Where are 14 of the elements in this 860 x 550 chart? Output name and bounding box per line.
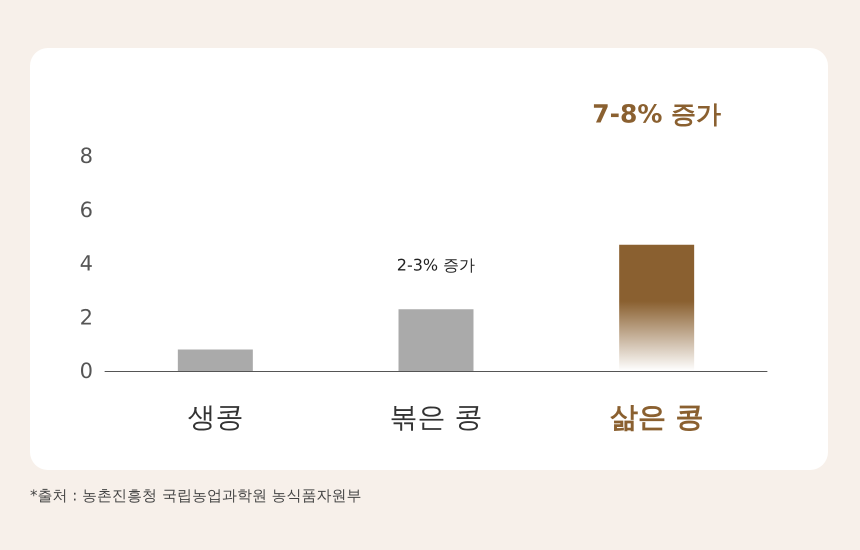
text: 7-8% 증가 [592, 100, 722, 128]
y-tick-label: 0 [80, 359, 93, 383]
y-tick-label: 2 [80, 305, 93, 330]
x-tick-label: 생콩 [187, 400, 244, 434]
x-tick-label: 삶은 콩 [610, 400, 704, 434]
y-tick-label: 6 [80, 198, 93, 222]
y-tick-label: 4 [80, 252, 93, 276]
bar [619, 244, 694, 371]
y-tick-label: 8 [80, 144, 93, 168]
bar [398, 309, 474, 371]
text: *출처 : 농촌진흥청 국립농업과학원 농식품자원부 [30, 486, 362, 504]
x-tick-label: 볶은 콩 [390, 400, 482, 434]
bar [178, 350, 253, 371]
annotation: 2-3% 증가 [396, 256, 476, 274]
